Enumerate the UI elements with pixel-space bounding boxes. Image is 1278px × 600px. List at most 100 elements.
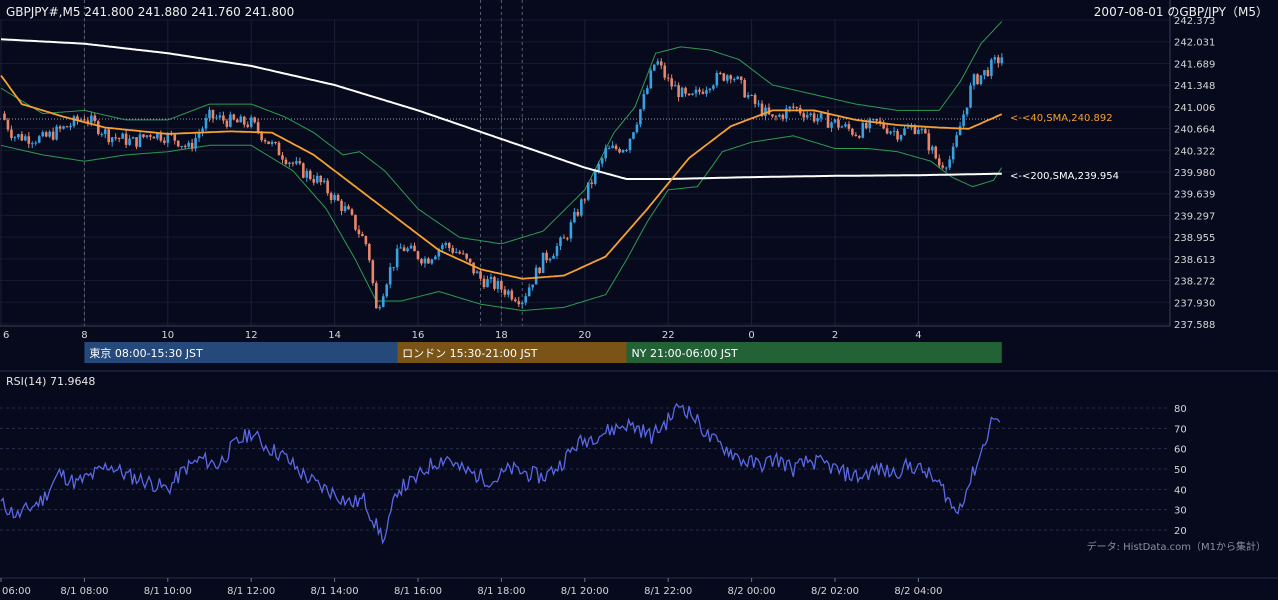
candle-body xyxy=(844,124,847,127)
candle-body xyxy=(79,119,83,121)
candle xyxy=(576,208,580,217)
candle xyxy=(725,74,729,84)
candle xyxy=(416,250,420,261)
candle xyxy=(892,126,896,136)
hour-tick-label: 18 xyxy=(495,330,508,341)
candle-body xyxy=(569,222,573,239)
hour-tick-label: 20 xyxy=(578,330,591,341)
hour-tick-label: 6 xyxy=(3,330,9,341)
candle-body xyxy=(986,70,990,76)
date-tick-label: 8/2 02:00 xyxy=(811,586,859,597)
candle-body xyxy=(687,93,691,96)
candle-body xyxy=(892,130,896,132)
candle xyxy=(371,259,375,286)
sma40-line xyxy=(0,74,1003,280)
candle xyxy=(583,198,587,204)
candle xyxy=(44,130,48,138)
rsi-axis: 80 70 60 50 40 30 20 xyxy=(1174,404,1187,537)
candle xyxy=(447,241,451,252)
session-block: NY 21:00-06:00 JST xyxy=(626,342,1002,363)
candle xyxy=(284,157,288,166)
candle-body xyxy=(614,145,618,149)
candle xyxy=(392,267,395,271)
candle-body xyxy=(534,267,538,285)
candle-body xyxy=(86,120,90,123)
candle xyxy=(24,134,27,142)
candle-body xyxy=(774,116,778,118)
rsi-line xyxy=(0,402,1001,545)
price-tick-label: 239.639 xyxy=(1174,190,1215,201)
candle xyxy=(204,113,208,131)
candle-body xyxy=(124,133,128,145)
candle xyxy=(712,84,715,91)
candle-body xyxy=(809,113,812,115)
rsi-tick-label: 60 xyxy=(1174,445,1187,456)
rsi-grid xyxy=(0,407,1170,531)
candle-body xyxy=(336,195,340,201)
candle xyxy=(885,124,889,135)
candle-body xyxy=(590,182,594,184)
candle-body xyxy=(903,128,906,136)
candle-body xyxy=(44,132,48,137)
candle-body xyxy=(618,148,621,153)
candle xyxy=(534,264,538,285)
candle-body xyxy=(715,73,719,86)
candle-body xyxy=(100,133,104,135)
candle-body xyxy=(163,140,166,143)
candle-body xyxy=(680,87,684,97)
candle-body xyxy=(507,290,510,295)
candle xyxy=(659,58,663,70)
candle-body xyxy=(976,74,979,85)
hour-tick-label: 12 xyxy=(245,330,258,341)
candle xyxy=(552,253,555,259)
candle xyxy=(37,134,41,144)
candle xyxy=(420,257,423,266)
candle-body xyxy=(333,195,336,200)
candle-body xyxy=(121,133,124,139)
candle-body xyxy=(607,148,611,150)
candle-body xyxy=(875,118,878,121)
price-tick-label: 241.348 xyxy=(1174,81,1215,92)
candle xyxy=(225,118,229,129)
candle-body xyxy=(55,126,58,140)
candle xyxy=(889,130,892,135)
session-label: 東京 08:00-15:30 JST xyxy=(89,346,203,360)
candle-body xyxy=(315,175,319,183)
candle-body xyxy=(899,135,903,140)
candle xyxy=(395,244,399,271)
price-tick-label: 240.664 xyxy=(1174,125,1215,136)
candle xyxy=(555,242,559,259)
candle xyxy=(527,283,531,297)
candle-body xyxy=(503,289,507,295)
candle-body xyxy=(357,229,361,234)
candle xyxy=(41,130,44,138)
candle-body xyxy=(979,75,983,85)
candle-body xyxy=(559,237,562,247)
candle xyxy=(190,138,194,152)
candle xyxy=(962,110,965,130)
candle-body xyxy=(840,126,844,128)
candle-body xyxy=(628,138,632,150)
candle-body xyxy=(458,251,461,254)
candle xyxy=(270,139,274,147)
candle xyxy=(267,141,270,145)
candle xyxy=(135,137,138,150)
candle-body xyxy=(312,179,316,183)
candle xyxy=(917,126,920,135)
candle-body xyxy=(757,103,760,105)
candle xyxy=(69,122,72,131)
candle-body xyxy=(778,114,781,117)
candle-body xyxy=(138,134,142,147)
candle xyxy=(1000,53,1004,66)
candle xyxy=(948,155,951,171)
candle-body xyxy=(969,85,972,108)
candle-body xyxy=(653,64,656,71)
candle-body xyxy=(395,248,399,268)
candle-body xyxy=(920,129,924,131)
candle xyxy=(788,106,792,113)
price-tick-label: 240.322 xyxy=(1174,146,1215,157)
candle xyxy=(691,92,694,96)
candle xyxy=(778,113,781,118)
candle xyxy=(110,136,114,147)
hour-tick-label: 14 xyxy=(328,330,341,341)
